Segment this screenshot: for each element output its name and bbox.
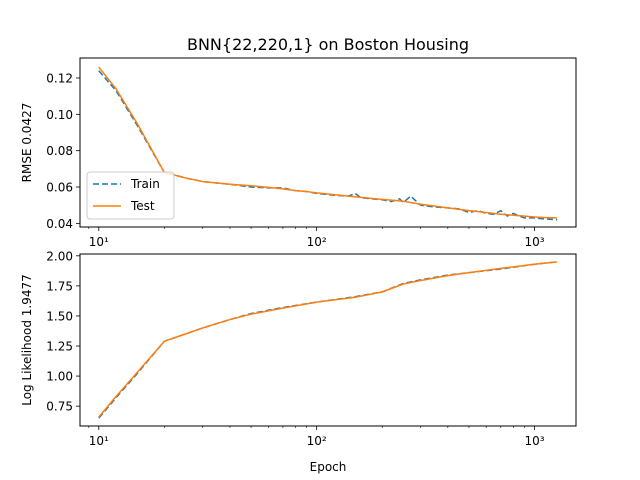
loglik-ytick-label: 1.25 (46, 340, 73, 354)
figure-title: BNN{22,220,1} on Boston Housing (187, 35, 469, 54)
loglik-plot-lines (98, 261, 558, 419)
rmse-ytick-label: 0.08 (46, 144, 73, 158)
rmse-ytick-label: 0.06 (46, 181, 73, 195)
loglik-axes-frame (79, 253, 577, 427)
legend-test-label: Test (130, 199, 155, 213)
loglik-ytick-label: 0.75 (46, 400, 73, 414)
rmse-ytick-label: 0.12 (46, 71, 73, 85)
rmse-ticks: 10¹ 10² 10³ 0.04 0.06 0.08 0.10 0.12 (46, 71, 544, 249)
loglik-ylabel: Log Likelihood 1.9477 (20, 274, 34, 406)
loglik-ytick-label: 2.00 (46, 249, 73, 263)
loglik-panel: 10¹ 10² 10³ 0.75 1.00 1.25 1.50 1.75 2.00 Log Li… (20, 249, 577, 474)
x-axis-label: Epoch (310, 460, 347, 474)
rmse-ytick-label: 0.04 (46, 217, 73, 231)
legend-box (86, 171, 175, 220)
rmse-xtick-label: 10¹ (89, 235, 109, 249)
rmse-xtick-label: 10³ (524, 235, 544, 249)
loglik-ytick-label: 1.50 (46, 309, 73, 323)
loglik-ytick-label: 1.00 (46, 370, 73, 384)
loglik-xtick-label: 10¹ (89, 434, 109, 448)
rmse-xtick-label: 10² (307, 235, 327, 249)
rmse-plot-lines (98, 66, 558, 221)
legend: Train Test (86, 171, 175, 220)
loglik-ytick-label: 1.75 (46, 279, 73, 293)
legend-train-label: Train (130, 177, 160, 191)
rmse-panel: 10¹ 10² 10³ 0.04 0.06 0.08 0.10 0.12 RMSE 0.042… (20, 57, 577, 249)
rmse-ylabel: RMSE 0.0427 (20, 103, 34, 183)
rmse-axes-frame (79, 57, 577, 228)
rmse-series-test-line (98, 66, 558, 219)
loglik-series-test-line (98, 261, 558, 418)
rmse-ytick-label: 0.10 (46, 108, 73, 122)
loglik-ticks: 10¹ 10² 10³ 0.75 1.00 1.25 1.50 1.75 2.00 (46, 249, 544, 448)
loglik-xtick-label: 10² (307, 434, 327, 448)
loglik-xtick-label: 10³ (524, 434, 544, 448)
